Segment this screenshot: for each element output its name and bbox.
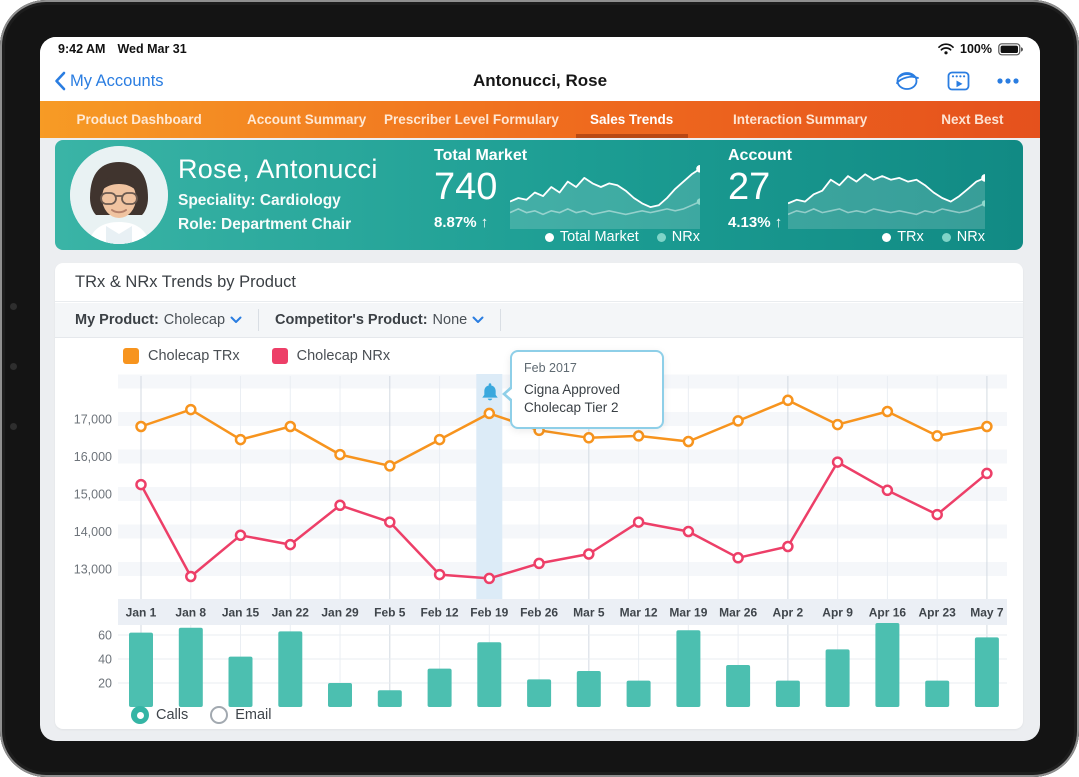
bezel-button (10, 303, 17, 310)
svg-text:Jan 8: Jan 8 (175, 606, 206, 620)
svg-text:Mar 26: Mar 26 (719, 606, 757, 620)
tab-account-summary[interactable]: Account Summary (247, 112, 367, 127)
tab-sales-trends[interactable]: Sales Trends (568, 101, 696, 138)
bezel-button (10, 363, 17, 370)
svg-text:Jan 22: Jan 22 (272, 606, 310, 620)
radio-unselected-icon (210, 706, 229, 724)
svg-text:Apr 23: Apr 23 (918, 606, 956, 620)
stat-account-value: 27 (728, 166, 771, 208)
legend-cholecap-trx[interactable]: Cholecap TRx (123, 348, 240, 364)
status-bar: 9:42 AM Wed Mar 31 100% (40, 37, 1040, 61)
my-product-filter[interactable]: My Product: Cholecap (75, 312, 242, 328)
svg-text:Jan 29: Jan 29 (321, 606, 359, 620)
account-role: Role: Department Chair (178, 216, 352, 233)
email-radio[interactable]: Email (210, 706, 272, 724)
competitor-product-filter[interactable]: Competitor's Product: None (275, 312, 484, 328)
total-market-sparkline-legend: Total Market NRx (510, 229, 700, 245)
svg-text:Feb 5: Feb 5 (374, 606, 406, 620)
annotation-bell-icon[interactable] (479, 382, 501, 404)
page-title: Antonucci, Rose (472, 71, 608, 90)
back-button[interactable]: My Accounts (54, 71, 164, 91)
stat-total-market-value: 740 (434, 166, 498, 208)
calendar-video-icon[interactable] (947, 70, 970, 92)
tooltip-text: Cigna Approved Cholecap Tier 2 (524, 382, 621, 416)
trx-nrx-trend-chart[interactable]: 13,000 14,000 15,000 16,000 17,000 Jan 1 Jan 8… (55, 374, 1023, 729)
annotation-tooltip: Feb 2017 Cigna Approved Cholecap Tier 2 (502, 350, 664, 430)
svg-text:Apr 2: Apr 2 (773, 606, 804, 620)
divider (258, 309, 260, 331)
divider (500, 309, 502, 331)
account-sparkline (788, 173, 985, 229)
account-name: Rose, Antonucci (178, 154, 378, 184)
trx-swatch (123, 348, 139, 364)
chevron-down-icon (230, 316, 242, 323)
series-toggle: Calls Email (131, 706, 272, 724)
svg-text:17,000: 17,000 (74, 413, 112, 427)
battery-percent: 100% (960, 42, 992, 56)
chart-legend: Cholecap TRx Cholecap NRx (123, 338, 390, 374)
account-speciality: Speciality: Cardiology (178, 192, 341, 209)
stat-total-market-label: Total Market (434, 147, 528, 164)
bezel-button (10, 423, 17, 430)
clock-time: 9:42 AM (58, 42, 106, 56)
chart-filters: My Product: Cholecap Competitor's Produc… (55, 303, 1023, 338)
legend-dot (882, 232, 892, 242)
chart-title: TRx & NRx Trends by Product (55, 263, 1023, 302)
tab-next-best[interactable]: Next Best (941, 112, 1004, 127)
wifi-icon (938, 43, 954, 55)
stat-account-label: Account (728, 147, 792, 164)
svg-text:14,000: 14,000 (74, 525, 112, 539)
svg-text:60: 60 (98, 629, 112, 643)
nrx-swatch (271, 348, 288, 364)
svg-text:Apr 16: Apr 16 (869, 606, 907, 620)
page-content: Rose, Antonucci Speciality: Cardiology R… (40, 138, 1040, 729)
stat-total-market-change: 8.87% ↑ (434, 214, 489, 231)
svg-text:40: 40 (98, 653, 112, 667)
avatar (70, 146, 168, 244)
total-market-sparkline (510, 164, 700, 229)
battery-icon (998, 42, 1024, 56)
account-header-card: Rose, Antonucci Speciality: Cardiology R… (55, 140, 1023, 250)
svg-text:Jan 1: Jan 1 (126, 606, 157, 620)
svg-text:16,000: 16,000 (74, 450, 112, 464)
stat-account-change: 4.13% ↑ (728, 214, 783, 231)
radio-selected-icon (131, 706, 149, 724)
svg-text:13,000: 13,000 (74, 563, 112, 577)
tab-bar: Product Dashboard Account Summary Prescr… (40, 101, 1040, 138)
legend-cholecap-nrx[interactable]: Cholecap NRx (271, 348, 390, 364)
svg-text:Apr 9: Apr 9 (822, 606, 853, 620)
svg-text:Feb 26: Feb 26 (520, 606, 558, 620)
tab-prescriber-level-formulary[interactable]: Prescriber Level Formulary (384, 112, 559, 127)
svg-text:Feb 19: Feb 19 (470, 606, 508, 620)
more-icon[interactable] (996, 77, 1020, 85)
svg-text:Mar 5: Mar 5 (573, 606, 605, 620)
svg-text:15,000: 15,000 (74, 488, 112, 502)
svg-text:Feb 12: Feb 12 (421, 606, 459, 620)
calls-radio[interactable]: Calls (131, 706, 188, 724)
back-label: My Accounts (70, 71, 164, 90)
legend-dot (941, 232, 951, 242)
svg-text:May 7: May 7 (970, 606, 1004, 620)
nav-bar: My Accounts Antonucci, Rose (40, 61, 1040, 101)
legend-dot (544, 232, 554, 242)
tab-product-dashboard[interactable]: Product Dashboard (76, 112, 202, 127)
chevron-down-icon (472, 316, 484, 323)
screen: 9:42 AM Wed Mar 31 100% My Accounts Anto… (40, 37, 1040, 741)
clock-date: Wed Mar 31 (117, 42, 187, 56)
tab-interaction-summary[interactable]: Interaction Summary (733, 112, 868, 127)
svg-text:Jan 15: Jan 15 (222, 606, 260, 620)
trends-chart-card: TRx & NRx Trends by Product My Product: … (55, 263, 1023, 729)
tooltip-date: Feb 2017 (524, 361, 577, 375)
account-sparkline-legend: TRx NRx (788, 229, 985, 245)
chevron-left-icon (55, 71, 66, 91)
legend-dot (656, 232, 666, 242)
svg-text:Mar 19: Mar 19 (669, 606, 707, 620)
svg-text:Mar 12: Mar 12 (620, 606, 658, 620)
svg-text:20: 20 (98, 677, 112, 691)
meetings-icon[interactable] (894, 70, 921, 92)
